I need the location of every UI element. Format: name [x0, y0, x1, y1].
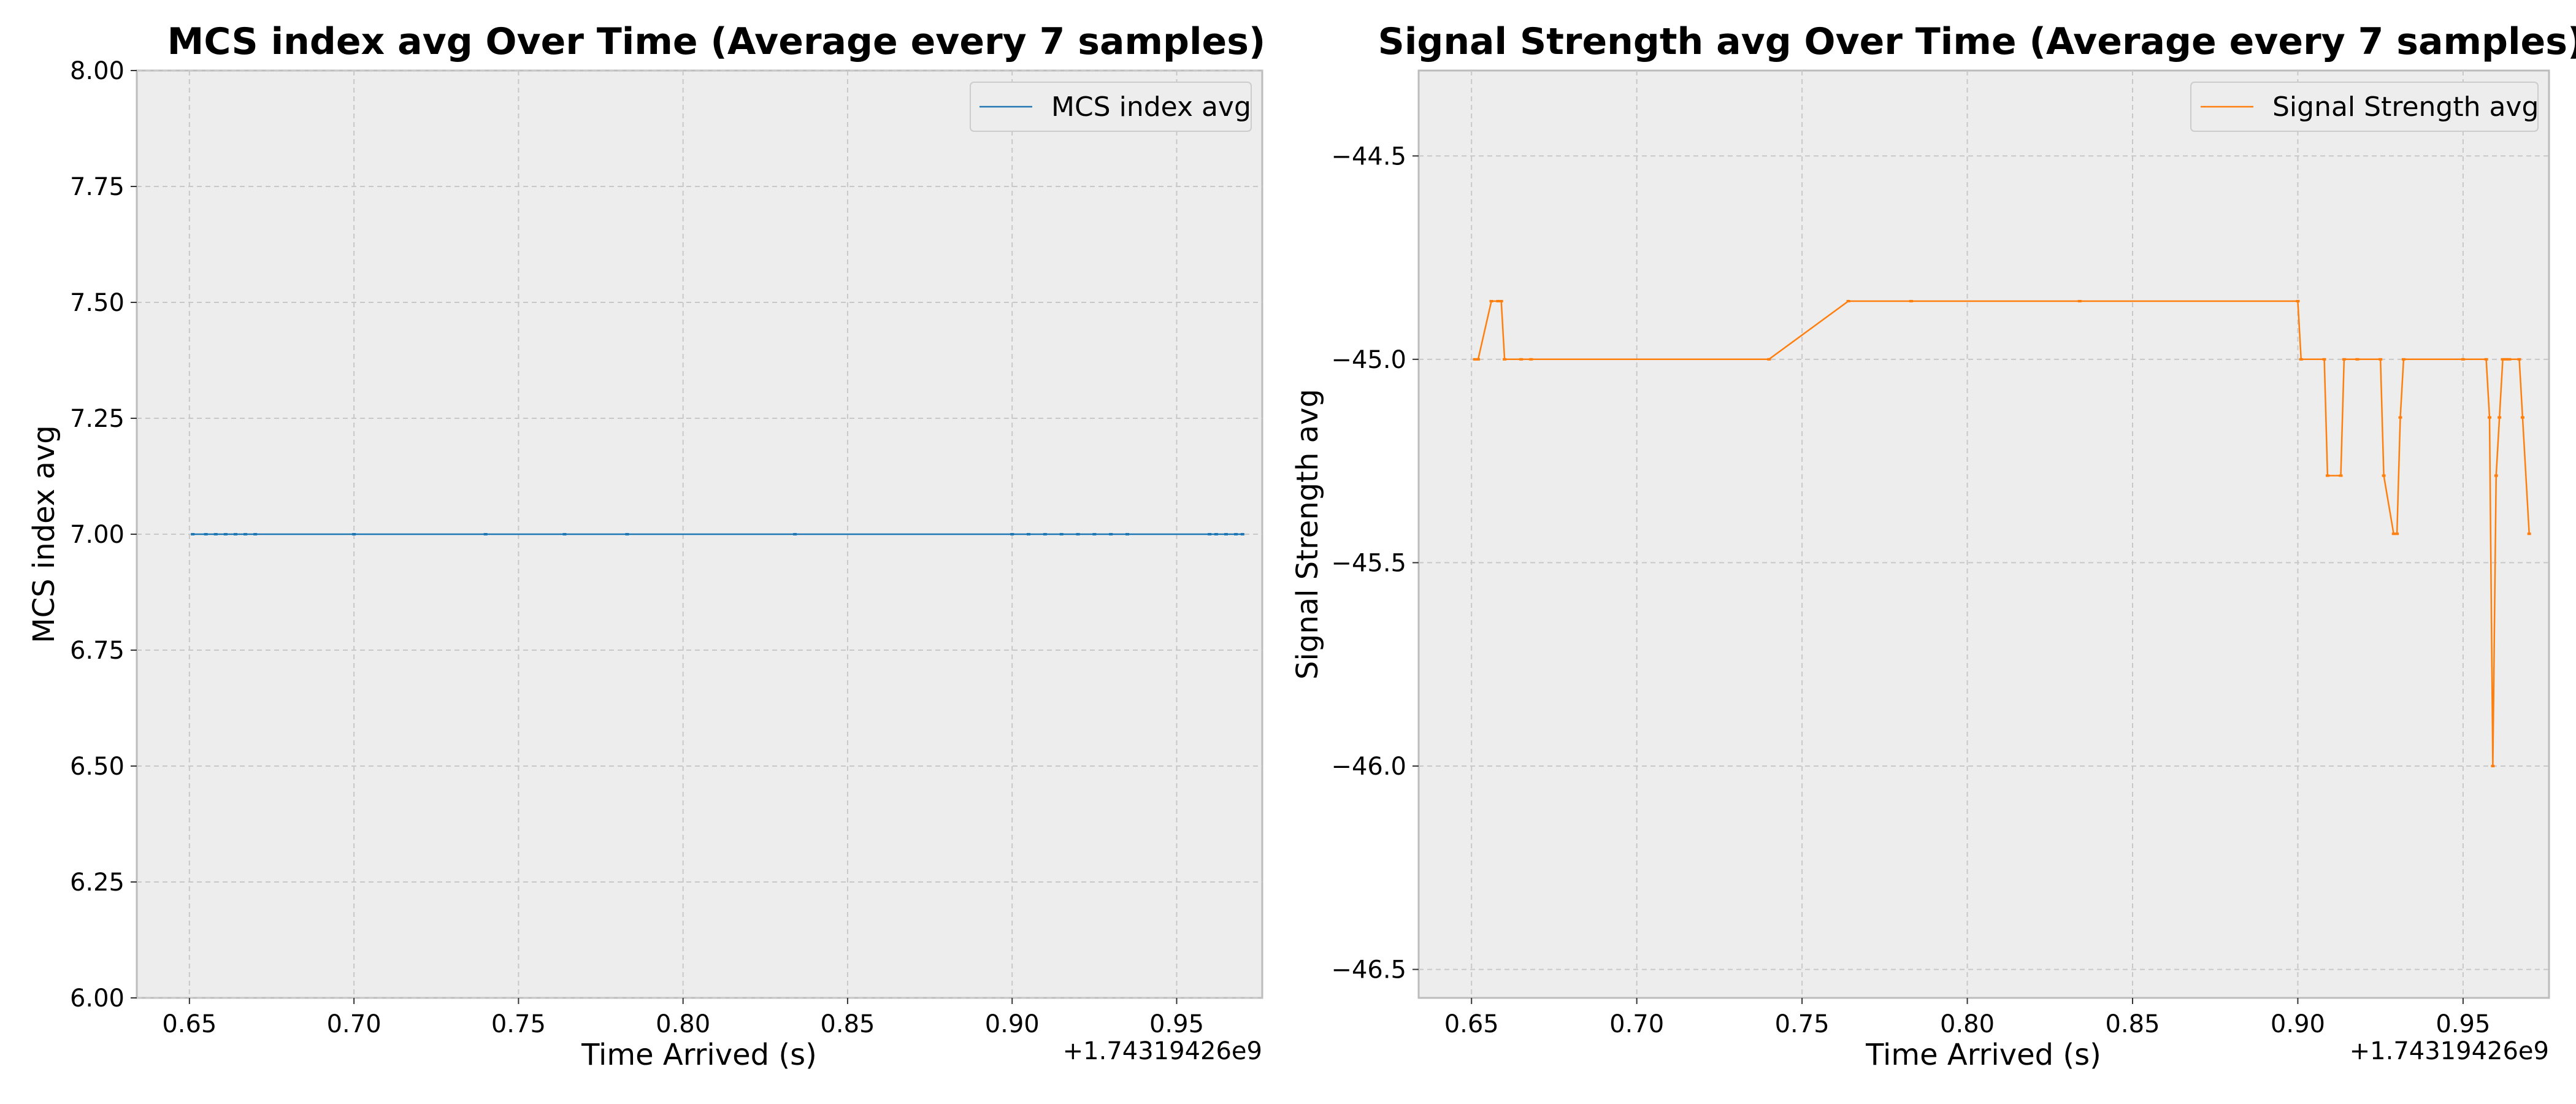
- signal-x-tick-label: 0.75: [1775, 1010, 1830, 1038]
- mcs-y-tick-label: 6.00: [70, 984, 125, 1013]
- mcs-y-label: MCS index avg: [27, 425, 61, 643]
- signal-plot-area: [1417, 69, 2550, 999]
- signal-x-ticks: 0.65 0.70 0.75 0.80 0.85 0.90 0.95: [1444, 998, 2490, 1038]
- signal-y-ticks: −44.5 −45.0 −45.5 −46.0 −46.5: [1331, 142, 1419, 984]
- signal-strength-chart: Signal Strength avg Over Time (Average e…: [1290, 20, 2576, 1072]
- signal-x-tick-label: 0.85: [2105, 1010, 2160, 1038]
- signal-x-tick-label: 0.65: [1444, 1010, 1499, 1038]
- mcs-y-tick-label: 7.00: [70, 521, 125, 549]
- mcs-y-tick-label: 6.25: [70, 868, 125, 897]
- mcs-x-tick-label: 0.70: [327, 1010, 381, 1038]
- mcs-x-tick-label: 0.95: [1149, 1010, 1204, 1038]
- signal-legend: Signal Strength avg: [2190, 82, 2539, 132]
- signal-y-tick-label: −45.5: [1331, 549, 1406, 577]
- signal-x-offset: +1.74319426e9: [2350, 1037, 2549, 1065]
- signal-x-tick-label: 0.90: [2271, 1010, 2325, 1038]
- mcs-y-ticks: 6.00 6.25 6.50 6.75 7.00 7.25 7.50 7.75 8.00: [70, 57, 137, 1013]
- mcs-y-tick-label: 7.75: [70, 173, 125, 201]
- signal-x-tick-label: 0.95: [2436, 1010, 2490, 1038]
- signal-x-tick-label: 0.80: [1940, 1010, 1995, 1038]
- signal-legend-box: [2190, 82, 2539, 132]
- signal-x-label: Time Arrived (s): [1865, 1038, 2101, 1072]
- signal-y-tick-label: −44.5: [1331, 142, 1406, 171]
- mcs-x-tick-label: 0.65: [162, 1010, 217, 1038]
- mcs-legend-box: [970, 82, 1252, 132]
- mcs-legend: MCS index avg: [970, 82, 1252, 132]
- signal-chart-title: Signal Strength avg Over Time (Average e…: [1378, 20, 2576, 63]
- signal-sample-markers: [1473, 300, 2531, 767]
- signal-y-tick-label: −45.0: [1331, 346, 1406, 374]
- signal-legend-label: Signal Strength avg: [2272, 91, 2539, 123]
- mcs-x-tick-label: 0.90: [985, 1010, 1040, 1038]
- mcs-y-tick-label: 7.50: [70, 289, 125, 317]
- mcs-x-label: Time Arrived (s): [581, 1038, 817, 1072]
- mcs-x-tick-label: 0.80: [656, 1010, 710, 1038]
- mcs-y-tick-label: 8.00: [70, 57, 125, 85]
- signal-y-tick-label: −46.5: [1331, 956, 1406, 984]
- mcs-chart: MCS index avg Over Time (Average every 7…: [27, 20, 1265, 1072]
- mcs-x-tick-label: 0.75: [491, 1010, 546, 1038]
- mcs-y-tick-label: 6.50: [70, 753, 125, 781]
- mcs-y-tick-label: 7.25: [70, 405, 125, 433]
- mcs-chart-title: MCS index avg Over Time (Average every 7…: [167, 20, 1266, 63]
- signal-y-tick-label: −46.0: [1331, 753, 1406, 781]
- signal-y-label: Signal Strength avg: [1290, 389, 1325, 680]
- mcs-legend-label: MCS index avg: [1051, 91, 1251, 123]
- mcs-x-offset: +1.74319426e9: [1063, 1037, 1262, 1065]
- signal-x-tick-label: 0.70: [1609, 1010, 1664, 1038]
- mcs-x-ticks: 0.65 0.70 0.75 0.80 0.85 0.90 0.95: [162, 998, 1204, 1038]
- mcs-y-tick-label: 6.75: [70, 637, 125, 665]
- mcs-x-tick-label: 0.85: [820, 1010, 875, 1038]
